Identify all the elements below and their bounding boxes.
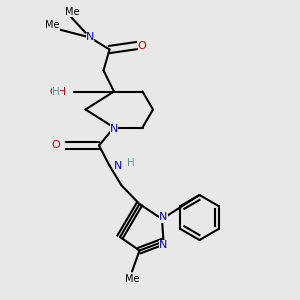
Text: OH: OH <box>49 86 66 97</box>
Text: N: N <box>114 160 123 171</box>
Text: N: N <box>86 32 94 43</box>
Text: O: O <box>51 140 60 151</box>
Text: N: N <box>110 124 118 134</box>
Text: Me: Me <box>45 20 60 31</box>
Text: N: N <box>159 239 168 250</box>
Text: Me: Me <box>125 274 139 284</box>
Text: Me: Me <box>65 7 79 17</box>
Text: H: H <box>52 86 60 97</box>
Text: H: H <box>127 158 135 168</box>
Text: N: N <box>159 212 168 223</box>
Text: O: O <box>137 40 146 51</box>
